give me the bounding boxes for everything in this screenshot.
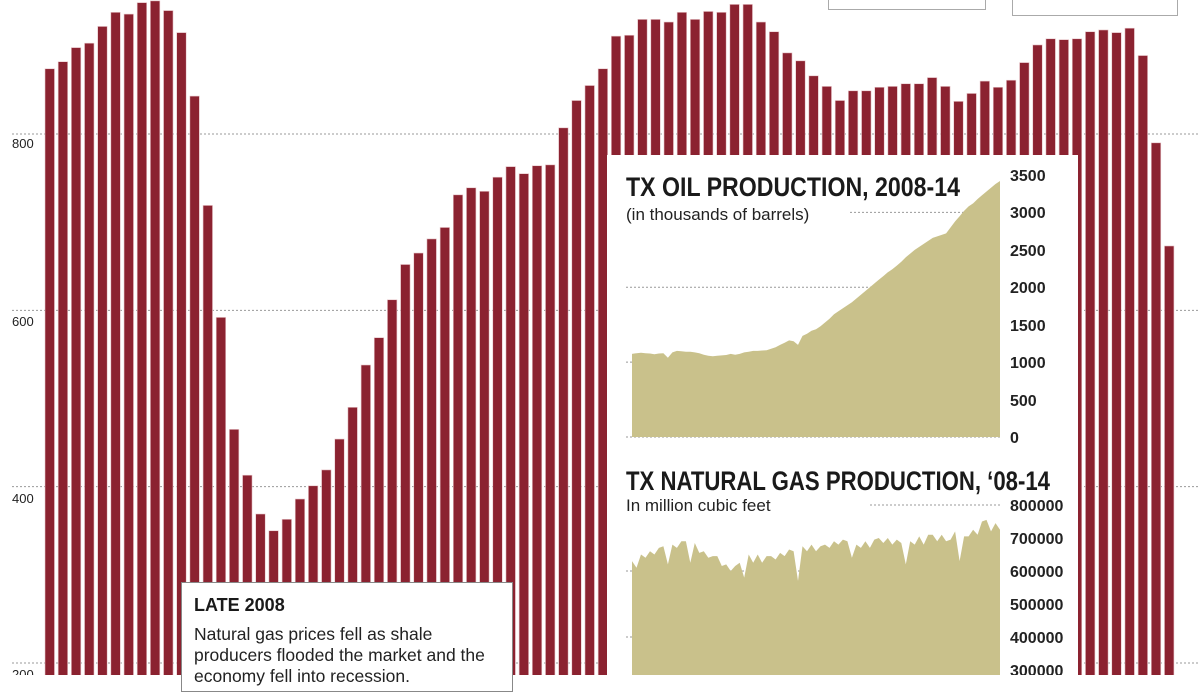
bar bbox=[400, 264, 411, 675]
bar bbox=[84, 42, 95, 675]
oil-y-tick: 3000 bbox=[1010, 205, 1046, 222]
y-tick-label: 400 bbox=[12, 491, 34, 506]
annotation-heading: LATE 2008 bbox=[194, 595, 285, 615]
bar bbox=[1098, 29, 1109, 675]
bar bbox=[439, 227, 450, 675]
bar bbox=[97, 26, 108, 675]
bar bbox=[571, 100, 582, 675]
oil-chart-title: TX OIL PRODUCTION, 2008-14 bbox=[626, 172, 960, 202]
bar bbox=[452, 194, 464, 675]
bar bbox=[518, 173, 529, 675]
bar bbox=[189, 95, 200, 675]
gas-y-axis: 800000 700000 600000 500000 400000 30000… bbox=[1010, 498, 1063, 675]
bar bbox=[584, 85, 595, 675]
bar bbox=[373, 337, 385, 675]
gas-chart-title: TX NATURAL GAS PRODUCTION, ‘08-14 bbox=[626, 466, 1050, 496]
bar bbox=[110, 12, 121, 675]
bar bbox=[1124, 27, 1135, 675]
bar bbox=[1085, 31, 1096, 675]
oil-y-tick: 0 bbox=[1010, 430, 1019, 447]
bar bbox=[505, 166, 516, 675]
bar bbox=[44, 68, 55, 675]
bar bbox=[123, 13, 134, 675]
gas-y-tick: 500000 bbox=[1010, 597, 1063, 614]
y-tick-label: 200 bbox=[12, 667, 34, 675]
bar bbox=[57, 61, 68, 675]
legend-box bbox=[1012, 0, 1178, 16]
bar bbox=[202, 205, 213, 675]
bar bbox=[413, 252, 424, 675]
oil-chart-subtitle: (in thousands of barrels) bbox=[626, 205, 809, 224]
main-y-axis: 800 600 400 200 bbox=[12, 136, 34, 675]
bar bbox=[545, 164, 556, 675]
gas-gridlines bbox=[626, 504, 1000, 638]
bar bbox=[387, 299, 398, 675]
bar bbox=[479, 191, 490, 675]
bar bbox=[426, 238, 437, 675]
annotation-body: Natural gas prices fell as shale produce… bbox=[194, 624, 485, 686]
gas-y-tick: 400000 bbox=[1010, 630, 1063, 647]
chart-canvas: 800 600 400 200 TX OIL PRODUCTION, 2008-… bbox=[12, 0, 1200, 675]
gas-chart-subtitle: In million cubic feet bbox=[626, 496, 771, 515]
bar bbox=[360, 364, 371, 675]
gas-y-tick: 300000 bbox=[1010, 663, 1063, 675]
bar bbox=[150, 0, 161, 675]
oil-y-tick: 2500 bbox=[1010, 243, 1046, 260]
oil-y-tick: 3500 bbox=[1010, 168, 1046, 185]
bar bbox=[531, 165, 543, 675]
gas-y-tick: 600000 bbox=[1010, 564, 1063, 581]
gas-y-tick: 700000 bbox=[1010, 531, 1063, 548]
bar bbox=[466, 187, 477, 675]
oil-y-tick: 1000 bbox=[1010, 355, 1046, 372]
bar bbox=[229, 429, 240, 675]
bar bbox=[176, 32, 187, 675]
bar bbox=[558, 127, 569, 675]
bar bbox=[1164, 245, 1175, 675]
bar bbox=[215, 317, 227, 675]
bar bbox=[347, 407, 358, 675]
oil-y-tick: 1500 bbox=[1010, 318, 1046, 335]
y-tick-label: 800 bbox=[12, 136, 34, 151]
oil-y-tick: 2000 bbox=[1010, 280, 1046, 297]
bar bbox=[492, 176, 503, 675]
oil-area-series bbox=[632, 181, 1000, 437]
bar bbox=[597, 68, 608, 675]
bar bbox=[1111, 32, 1122, 675]
oil-y-axis: 3500 3000 2500 2000 1500 1000 500 0 bbox=[1010, 168, 1046, 447]
bar bbox=[136, 2, 147, 675]
gas-y-tick: 800000 bbox=[1010, 498, 1063, 515]
oil-y-tick: 500 bbox=[1010, 393, 1037, 410]
bar bbox=[163, 10, 174, 675]
y-tick-label: 600 bbox=[12, 314, 34, 329]
bar bbox=[1137, 55, 1148, 675]
bar bbox=[1150, 142, 1162, 675]
bar bbox=[334, 438, 345, 675]
annotation-box: LATE 2008 Natural gas prices fell as sha… bbox=[181, 582, 513, 692]
gas-area-series bbox=[632, 519, 1000, 675]
legend-box bbox=[828, 0, 986, 10]
bar bbox=[71, 47, 82, 675]
